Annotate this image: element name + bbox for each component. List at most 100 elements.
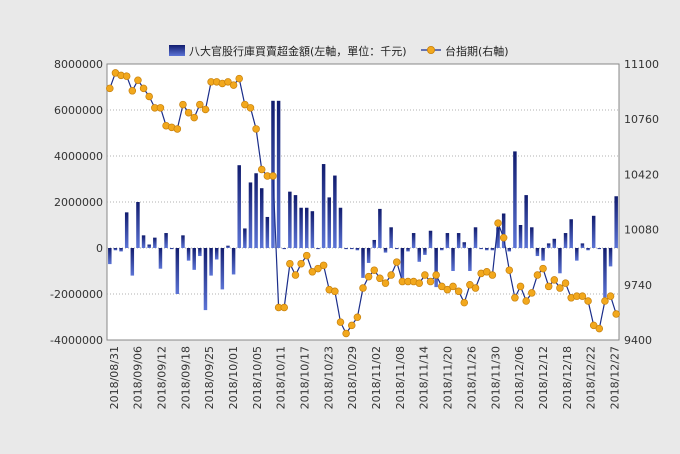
bar	[282, 248, 286, 250]
bar	[198, 248, 202, 257]
bar	[136, 202, 140, 248]
line-point	[297, 259, 305, 268]
left-tick-label: 8000000	[54, 58, 103, 71]
line-point	[393, 258, 401, 266]
bar	[563, 233, 568, 248]
line-point	[314, 264, 322, 273]
left-tick-label: -2000000	[50, 288, 103, 301]
line-point	[370, 266, 379, 274]
line-point	[229, 81, 238, 89]
x-tick-label: 2018/10/29	[346, 346, 359, 409]
line-point	[488, 271, 497, 279]
x-tick-label: 2018/10/01	[227, 346, 240, 409]
right-tick-label: 10420	[624, 168, 659, 181]
bar	[124, 212, 129, 248]
line-point	[460, 298, 469, 307]
right-tick-label: 9740	[624, 279, 652, 292]
bar	[130, 248, 135, 276]
bar	[575, 248, 579, 261]
bar	[546, 243, 551, 248]
line-point	[196, 100, 204, 109]
x-tick-label: 2018/09/06	[132, 346, 145, 409]
x-tick-label: 2018/12/27	[608, 346, 621, 409]
line-point	[584, 297, 592, 305]
bar	[417, 248, 422, 262]
bar	[524, 195, 528, 248]
line-point	[286, 259, 294, 268]
line-point	[421, 271, 429, 279]
bar	[400, 248, 405, 278]
bar	[372, 239, 376, 248]
x-tick-label: 2018/11/30	[489, 346, 502, 409]
line-point	[353, 313, 362, 322]
bar	[530, 227, 534, 248]
x-tick-label: 2018/12/22	[585, 346, 598, 409]
bar	[108, 248, 112, 265]
bar	[383, 248, 388, 253]
bar	[119, 248, 123, 252]
line-point	[342, 329, 350, 338]
bar	[535, 248, 540, 257]
bar	[614, 196, 618, 248]
bar	[518, 225, 523, 248]
line-point	[466, 281, 474, 289]
bar	[237, 165, 241, 248]
bar	[243, 228, 247, 248]
left-tick-label: 6000000	[54, 104, 103, 117]
bar	[389, 227, 393, 248]
bar	[445, 233, 450, 248]
line-point	[516, 282, 525, 291]
bar	[141, 235, 146, 248]
line-point	[454, 287, 463, 296]
bar	[265, 216, 270, 248]
x-tick-label: 2018/10/23	[322, 346, 335, 409]
bar	[299, 207, 303, 248]
bar	[333, 175, 337, 248]
bar	[496, 227, 500, 248]
bar	[220, 248, 225, 290]
bar	[608, 248, 613, 267]
line-point	[145, 92, 153, 101]
bar	[507, 248, 512, 252]
line-point	[544, 282, 553, 291]
line-point	[528, 289, 536, 297]
bar	[440, 248, 444, 251]
bar	[338, 207, 343, 248]
bar	[580, 243, 585, 248]
line-point	[252, 125, 260, 133]
bar	[203, 248, 208, 311]
line-point	[241, 100, 249, 109]
line-point	[449, 282, 457, 291]
bar	[411, 233, 416, 248]
bar	[310, 211, 315, 248]
line-point	[156, 104, 165, 112]
bar	[186, 248, 191, 261]
line-point	[291, 271, 300, 279]
line-point	[499, 233, 508, 242]
line-point	[561, 279, 570, 287]
bar	[259, 188, 264, 248]
right-tick-label: 9400	[624, 334, 652, 347]
bar	[344, 248, 348, 250]
bar	[378, 208, 382, 248]
bar	[248, 182, 253, 248]
line-point	[381, 279, 390, 287]
bar	[541, 248, 545, 261]
left-tick-label: -4000000	[50, 334, 103, 347]
line-point	[308, 268, 317, 276]
line-point	[511, 294, 519, 302]
bar	[366, 248, 371, 263]
bar	[276, 100, 281, 248]
bar	[304, 207, 309, 248]
legend: 八大官股行庫買賣超金額(左軸，單位：千元) 台指期(右軸)	[169, 44, 509, 58]
line-point	[122, 72, 131, 80]
line-point	[224, 78, 232, 86]
line-point	[235, 74, 243, 83]
bar	[316, 248, 320, 250]
line-point	[173, 125, 182, 133]
bar	[254, 173, 258, 248]
line-point	[280, 303, 288, 312]
x-tick-label: 2018/11/20	[442, 346, 455, 409]
